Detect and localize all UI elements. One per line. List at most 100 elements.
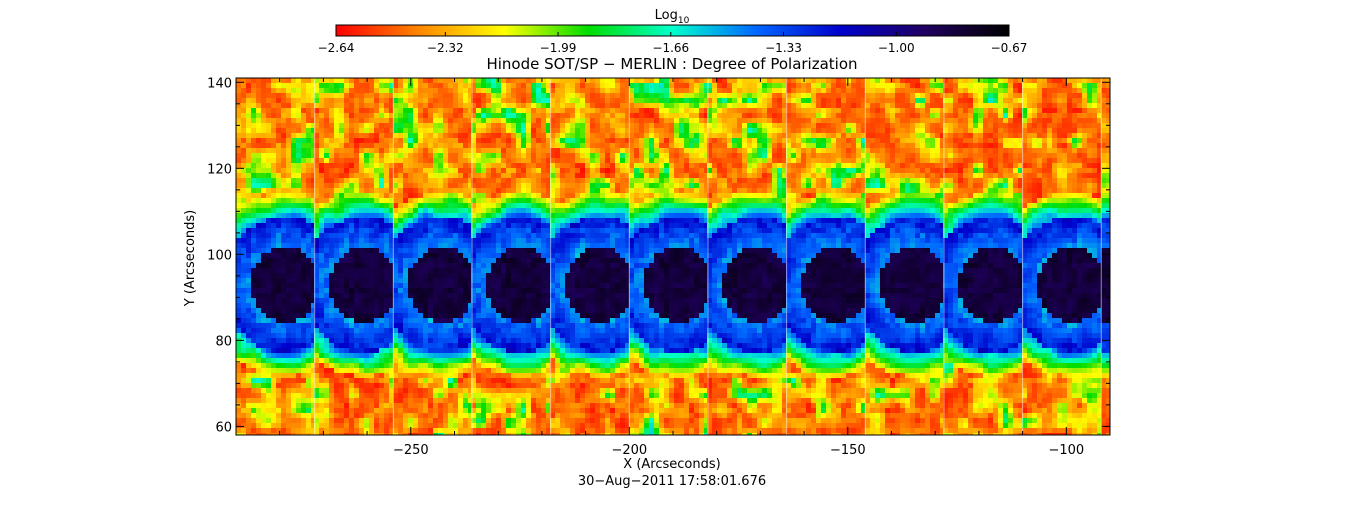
heatmap-cell (314, 383, 320, 389)
heatmap-cell (570, 173, 576, 179)
heatmap-cell (398, 108, 404, 114)
heatmap-cell (585, 158, 591, 164)
heatmap-cell (418, 143, 424, 149)
heatmap-cell (443, 288, 449, 294)
heatmap-cell (468, 413, 473, 419)
heatmap-cell (521, 318, 527, 324)
heatmap-cell (433, 428, 439, 434)
heatmap-cell (241, 378, 247, 384)
heatmap-cell (413, 153, 419, 159)
heatmap-cell (276, 388, 282, 394)
heatmap-cell (379, 113, 385, 119)
heatmap-cell (334, 213, 340, 219)
heatmap-cell (403, 343, 409, 349)
heatmap-cell (570, 133, 576, 139)
heatmap-cell (468, 288, 473, 294)
heatmap-cell (301, 373, 307, 379)
heatmap-cell (448, 183, 454, 189)
heatmap-cell (481, 238, 487, 244)
heatmap-cell (251, 103, 257, 109)
heatmap-cell (301, 383, 307, 389)
heatmap-cell (354, 113, 360, 119)
heatmap-cell (261, 403, 267, 409)
heatmap-cell (481, 343, 487, 349)
heatmap-cell (476, 383, 482, 389)
heatmap-cell (349, 228, 355, 234)
heatmap-cell (286, 133, 292, 139)
heatmap-cell (334, 88, 340, 94)
heatmap-cell (605, 148, 611, 154)
heatmap-cell (364, 408, 370, 414)
heatmap-cell (281, 413, 287, 419)
heatmap-cell (526, 333, 532, 339)
heatmap-cell (511, 148, 517, 154)
heatmap-cell (311, 343, 316, 349)
heatmap-cell (453, 288, 459, 294)
heatmap-cell (546, 318, 552, 324)
heatmap-cell (448, 348, 454, 354)
heatmap-cell (463, 308, 469, 314)
heatmap-cell (471, 163, 477, 169)
heatmap-cell (359, 273, 365, 279)
heatmap-cell (448, 103, 454, 109)
heatmap-cell (306, 413, 312, 419)
heatmap-cell (443, 333, 449, 339)
heatmap-cell (423, 358, 429, 364)
heatmap-cell (344, 348, 350, 354)
heatmap-cell (506, 378, 512, 384)
heatmap-cell (408, 128, 414, 134)
heatmap-cell (314, 273, 320, 279)
heatmap-cell (359, 328, 365, 334)
heatmap-cell (413, 303, 419, 309)
heatmap-cell (251, 188, 257, 194)
heatmap-cell (281, 358, 287, 364)
heatmap-cell (423, 353, 429, 359)
heatmap-cell (246, 323, 252, 329)
heatmap-cell (463, 88, 469, 94)
heatmap-cell (486, 103, 492, 109)
heatmap-cell (491, 123, 497, 129)
heatmap-cell (266, 413, 272, 419)
heatmap-cell (364, 198, 370, 204)
heatmap-cell (384, 333, 390, 339)
heatmap-cell (354, 358, 360, 364)
heatmap-cell (438, 418, 444, 424)
heatmap-cell (476, 103, 482, 109)
heatmap-cell (241, 368, 247, 374)
heatmap-cell (319, 338, 325, 344)
heatmap-cell (570, 178, 576, 184)
heatmap-cell (281, 328, 287, 334)
heatmap-cell (448, 343, 454, 349)
heatmap-cell (324, 358, 330, 364)
heatmap-cell (379, 373, 385, 379)
heatmap-cell (605, 113, 611, 119)
heatmap-cell (389, 83, 394, 89)
heatmap-cell (413, 418, 419, 424)
heatmap-cell (413, 253, 419, 259)
heatmap-cell (296, 143, 302, 149)
heatmap-cell (369, 133, 375, 139)
heatmap-cell (369, 293, 375, 299)
heatmap-cell (311, 268, 316, 274)
heatmap-cell (408, 173, 414, 179)
heatmap-cell (314, 358, 320, 364)
heatmap-cell (334, 243, 340, 249)
heatmap-cell (471, 433, 477, 435)
heatmap-cell (428, 253, 434, 259)
heatmap-cell (261, 228, 267, 234)
heatmap-cell (565, 78, 571, 84)
heatmap-cell (251, 338, 257, 344)
heatmap-cell (501, 143, 507, 149)
heatmap-cell (526, 288, 532, 294)
heatmap-cell (379, 408, 385, 414)
heatmap-cell (501, 283, 507, 289)
heatmap-cell (585, 123, 591, 129)
heatmap-cell (471, 338, 477, 344)
heatmap-cell (286, 78, 292, 84)
heatmap-cell (319, 198, 325, 204)
heatmap-cell (384, 343, 390, 349)
heatmap-cell (276, 348, 282, 354)
heatmap-cell (536, 398, 542, 404)
heatmap-cell (448, 143, 454, 149)
heatmap-cell (453, 388, 459, 394)
